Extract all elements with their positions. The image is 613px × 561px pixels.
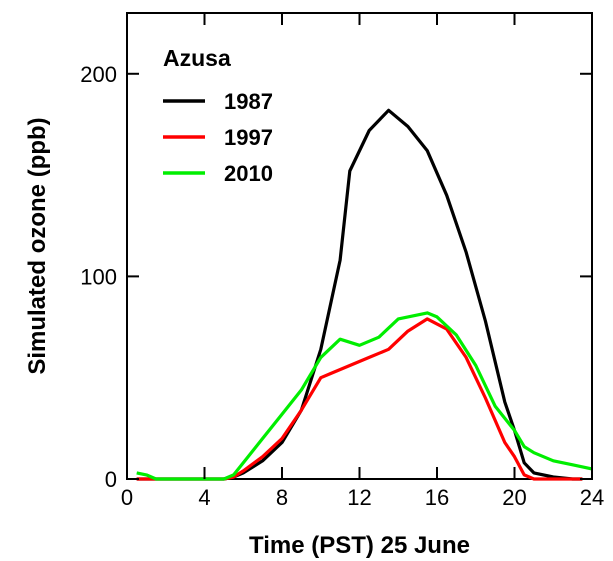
x-tick-label: 8 [276,485,288,510]
x-axis: 0 4 8 12 16 20 24 [121,13,604,510]
x-tick-label: 0 [121,485,133,510]
legend-label-1987: 1987 [224,89,273,114]
x-tick-label: 24 [580,485,604,510]
y-tick-label: 0 [105,467,117,492]
y-tick-label: 100 [80,264,117,289]
series-line-1987 [136,108,583,481]
x-tick-label: 20 [502,485,526,510]
y-axis: 0 100 200 [80,62,592,492]
plot-area [126,12,593,480]
legend-label-2010: 2010 [224,161,273,186]
legend: Azusa 1987 1997 2010 [163,45,273,186]
x-tick-label: 12 [347,485,371,510]
series-line-2010 [136,311,593,481]
y-axis-label: Simulated ozone (ppb) [24,117,51,374]
plot-frame [126,12,593,480]
x-axis-label: Time (PST) 25 June [249,532,470,559]
series-group [136,108,593,481]
x-tick-label: 4 [198,485,210,510]
x-tick-label: 16 [425,485,449,510]
legend-label-1997: 1997 [224,125,273,150]
y-tick-label: 200 [80,62,117,87]
series-line-1997 [136,317,583,481]
legend-title: Azusa [163,45,231,71]
